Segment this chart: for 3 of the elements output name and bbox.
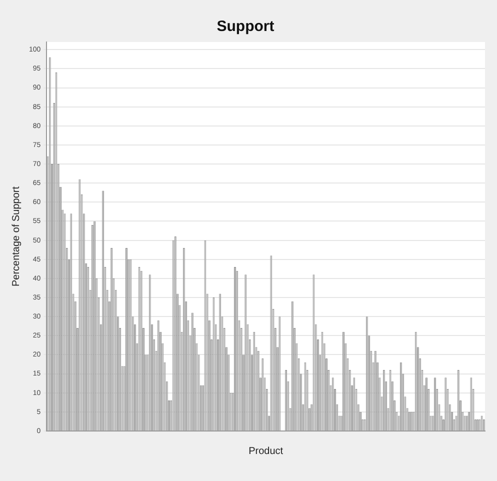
chart-title: Support <box>216 18 274 36</box>
x-axis-title: Product <box>248 446 284 457</box>
y-axis-title: Percentage of Support <box>10 186 22 287</box>
